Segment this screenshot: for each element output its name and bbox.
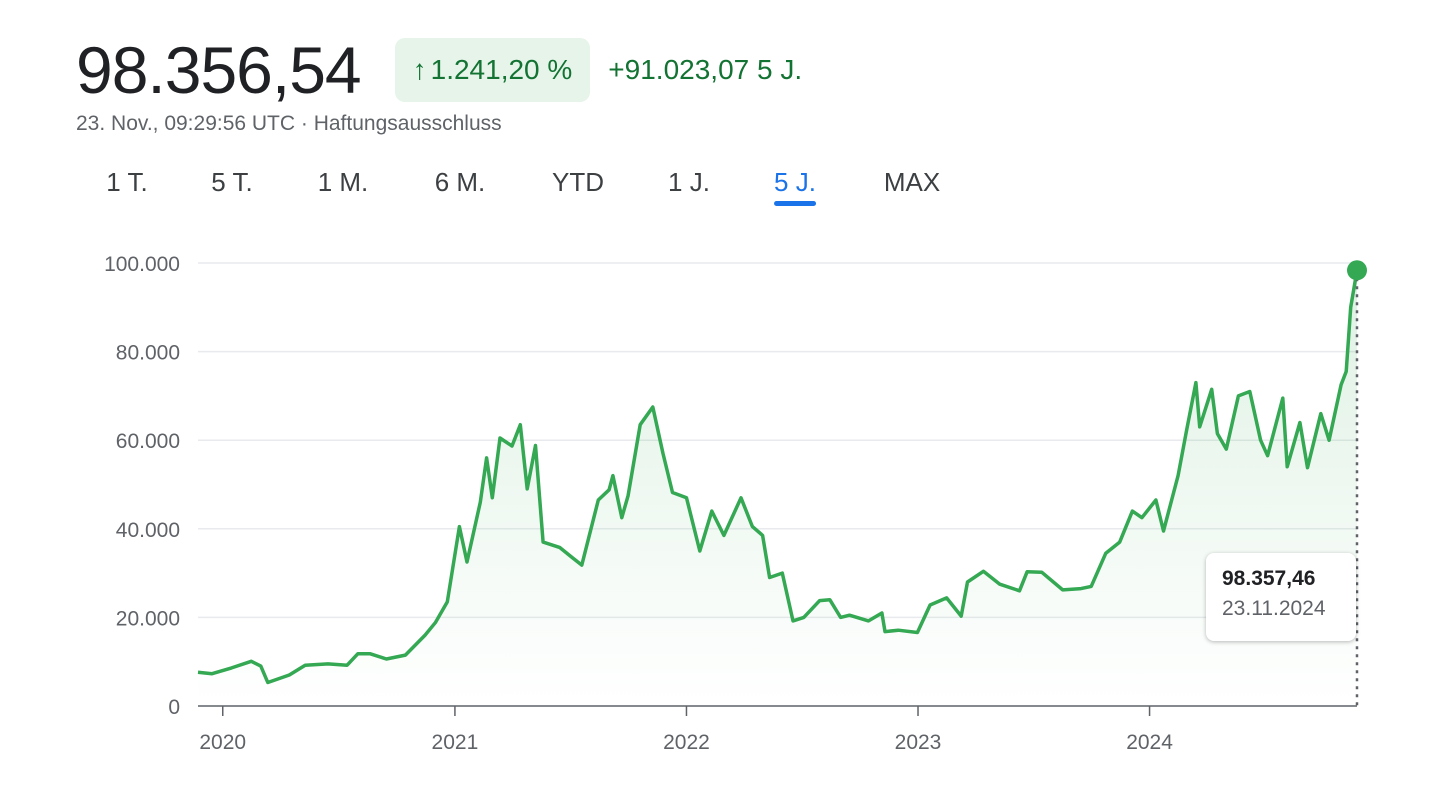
range-tabs: 1 T. 5 T. 1 M. 6 M. YTD 1 J. 5 J. MAX: [0, 160, 1000, 208]
quote-header: 98.356,54 ↑ 1.241,20 % +91.023,07 5 J.: [76, 30, 802, 110]
current-price: 98.356,54: [76, 33, 362, 107]
tooltip-date: 23.11.2024: [1222, 597, 1326, 620]
y-tick-label: 60.000: [116, 430, 180, 453]
tab-5-years[interactable]: 5 J.: [774, 160, 816, 206]
x-tick-label: 2024: [1126, 731, 1173, 754]
y-tick-label: 20.000: [116, 607, 180, 630]
price-area-fill: [198, 270, 1357, 706]
percent-change-value: 1.241,20 %: [430, 54, 573, 85]
tab-5-days[interactable]: 5 T.: [211, 167, 253, 197]
tab-1-day[interactable]: 1 T.: [106, 167, 148, 197]
arrow-up-icon: ↑: [412, 54, 427, 85]
tab-1-month[interactable]: 1 M.: [317, 167, 369, 197]
tab-ytd[interactable]: YTD: [552, 167, 604, 197]
y-tick-label: 100.000: [104, 253, 180, 276]
y-tick-label: 0: [168, 696, 180, 719]
percent-change-badge: ↑ 1.241,20 %: [394, 38, 591, 102]
tooltip-value: 98.357,46: [1222, 567, 1316, 590]
hover-tooltip: 98.357,46 23.11.2024: [1206, 553, 1356, 641]
x-tick-label: 2022: [663, 731, 710, 754]
price-line: [197, 270, 1359, 685]
last-price-marker: [1347, 260, 1367, 281]
x-tick-label: 2021: [432, 731, 479, 754]
y-tick-label: 80.000: [116, 342, 180, 365]
tab-6-months[interactable]: 6 M.: [434, 167, 486, 197]
tab-max[interactable]: MAX: [883, 167, 941, 197]
x-axis-labels: 2020 2021 2022 2023 2024: [199, 706, 1173, 754]
y-tick-label: 40.000: [116, 519, 180, 542]
absolute-change: +91.023,07 5 J.: [608, 54, 803, 85]
timestamp-disclaimer[interactable]: 23. Nov., 09:29:56 UTC · Haftungsausschl…: [76, 112, 502, 135]
tab-1-year[interactable]: 1 J.: [668, 167, 710, 197]
x-tick-label: 2020: [199, 731, 246, 754]
y-axis-labels: 0 20.000 40.000 60.000 80.000 100.000: [104, 253, 180, 719]
x-tick-label: 2023: [895, 731, 942, 754]
